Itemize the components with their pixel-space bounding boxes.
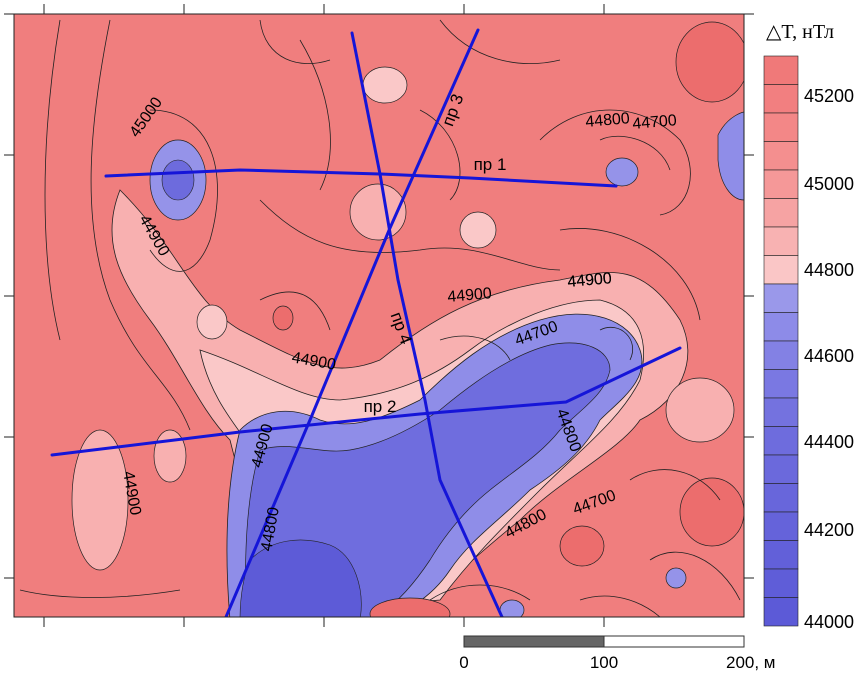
light-feature-3 bbox=[459, 211, 497, 249]
map-field bbox=[14, 14, 744, 617]
profile-line-3 bbox=[224, 28, 480, 617]
scale-bar-light bbox=[603, 635, 745, 648]
blue-core-northwest bbox=[161, 159, 195, 201]
legend-title: △T, нТл bbox=[766, 21, 834, 43]
legend-tick-label: 44600 bbox=[804, 346, 854, 366]
legend-swatch bbox=[763, 426, 799, 456]
high-feature-south-bottom bbox=[369, 597, 451, 617]
legend-tick-label: 44000 bbox=[804, 612, 854, 632]
light-feature-5 bbox=[71, 429, 129, 571]
legend-swatch bbox=[763, 568, 799, 598]
light-feature-4 bbox=[196, 304, 228, 340]
legend-tick-label: 44400 bbox=[804, 432, 854, 452]
legend-tick-label: 45200 bbox=[804, 86, 854, 106]
contour-label: 44800 bbox=[585, 110, 631, 131]
legend-swatch bbox=[763, 369, 799, 399]
contour-label: 44900 bbox=[447, 285, 493, 306]
legend-tick-label: 45000 bbox=[804, 174, 854, 194]
blue-anomaly-southeast bbox=[665, 567, 687, 589]
legend-swatch bbox=[763, 112, 799, 142]
scale-label-0: 0 bbox=[459, 653, 468, 672]
legend-colorbar bbox=[763, 55, 799, 627]
contour-label: 44900 bbox=[567, 270, 613, 291]
blue-deep-south bbox=[239, 539, 362, 617]
light-feature-7 bbox=[665, 377, 735, 443]
legend-swatch bbox=[763, 141, 799, 171]
high-feature-northeast bbox=[675, 21, 744, 103]
legend-swatch bbox=[763, 397, 799, 427]
legend-swatch bbox=[763, 540, 799, 570]
legend-swatch bbox=[763, 55, 799, 85]
scale-bar: 0 100 200, м bbox=[459, 635, 776, 672]
legend-swatch bbox=[763, 511, 799, 541]
profile-lines bbox=[50, 28, 682, 617]
blue-anomaly-east bbox=[717, 111, 744, 201]
light-feature-1 bbox=[362, 66, 408, 104]
legend-tick-label: 44800 bbox=[804, 260, 854, 280]
high-feature-south bbox=[559, 525, 605, 567]
profile-line-2 bbox=[50, 346, 682, 457]
contour-label: 44700 bbox=[632, 112, 678, 133]
legend-swatch bbox=[763, 226, 799, 256]
profile-label: пр 1 bbox=[474, 155, 507, 174]
high-feature-center bbox=[272, 305, 294, 331]
legend-swatch bbox=[763, 198, 799, 228]
legend-swatch bbox=[763, 312, 799, 342]
legend-swatch bbox=[763, 283, 799, 313]
frame-ticks bbox=[4, 4, 754, 627]
contour-label: 44900 bbox=[567, 270, 613, 291]
blue-anomaly-northeast bbox=[605, 157, 639, 187]
legend-swatch bbox=[763, 454, 799, 484]
legend-swatch bbox=[763, 483, 799, 513]
legend-swatch bbox=[763, 84, 799, 114]
high-feature-southeast bbox=[679, 477, 744, 547]
profile-line-4 bbox=[350, 31, 504, 617]
scale-label-200: 200, м bbox=[726, 653, 776, 672]
legend-swatch bbox=[763, 169, 799, 199]
map-frame bbox=[13, 13, 745, 618]
legend-swatch bbox=[763, 255, 799, 285]
legend-tick-labels: 45200 45000 44800 44600 44400 44200 44000 bbox=[804, 86, 854, 632]
legend-swatch bbox=[763, 340, 799, 370]
isolines bbox=[19, 19, 741, 617]
profile-label: пр 2 bbox=[364, 397, 397, 416]
legend-swatch bbox=[763, 597, 799, 627]
scale-label-100: 100 bbox=[590, 653, 618, 672]
legend-tick-label: 44200 bbox=[804, 520, 854, 540]
scale-bar-dark bbox=[463, 635, 605, 648]
